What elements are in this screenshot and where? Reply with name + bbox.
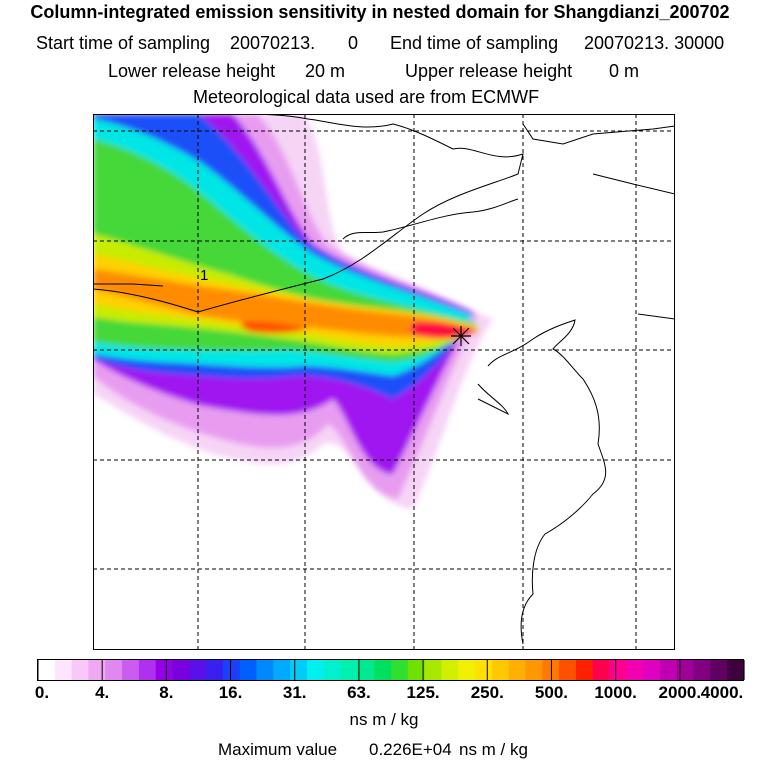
colorbar-cell bbox=[475, 660, 493, 680]
upper-release-label: Upper release height bbox=[405, 61, 573, 81]
end-time-value: 20070213. 30000 bbox=[584, 33, 725, 53]
colorbar-cell bbox=[71, 660, 90, 680]
colorbar-cell bbox=[575, 660, 594, 680]
colorbar-tick-label: 125. bbox=[406, 683, 440, 702]
colorbar-cell bbox=[441, 660, 459, 680]
max-value-number: 0.226E+04 bbox=[369, 740, 452, 759]
colorbar-cell bbox=[222, 660, 241, 680]
colorbar-tick-label: 8. bbox=[159, 683, 174, 702]
colorbar-cell bbox=[525, 660, 543, 680]
colorbar-tick-label: 63. bbox=[347, 683, 371, 702]
colorbar-cell bbox=[424, 660, 443, 680]
release-site-star-icon bbox=[451, 326, 471, 346]
upper-release-value: 0 m bbox=[609, 61, 640, 81]
colorbar-cell bbox=[676, 660, 695, 680]
emission-plume bbox=[93, 114, 493, 509]
colorbar-tick-label: 250. bbox=[470, 683, 504, 702]
colorbar bbox=[37, 659, 745, 681]
colorbar-tick-label: 0. bbox=[34, 683, 50, 702]
colorbar-tick-label: 4. bbox=[95, 683, 110, 702]
sensitivity-map: 1 bbox=[93, 114, 675, 650]
colorbar-cell bbox=[306, 660, 325, 680]
colorbar-cell bbox=[155, 660, 174, 680]
colorbar-cell bbox=[239, 660, 258, 680]
colorbar-cell bbox=[340, 660, 358, 680]
start-time-value: 20070213. bbox=[230, 33, 316, 53]
colorbar-tick-label: 1000. bbox=[594, 683, 637, 702]
max-value-units: ns m / kg bbox=[459, 740, 528, 759]
colorbar-cell bbox=[374, 660, 392, 680]
colorbar-cell bbox=[458, 660, 476, 680]
colorbar-tick-label: 16. bbox=[218, 683, 243, 702]
colorbar-cell bbox=[626, 660, 644, 680]
colorbar-tick-label: 31. bbox=[282, 683, 307, 702]
colorbar-cell bbox=[491, 660, 510, 680]
colorbar-cell bbox=[256, 660, 274, 680]
max-value-label: Maximum value bbox=[218, 740, 338, 759]
coastlines bbox=[93, 114, 675, 645]
lower-release-value: 20 m bbox=[305, 61, 346, 81]
colorbar-cell bbox=[206, 660, 224, 680]
start-time-label: Start time of sampling bbox=[36, 33, 211, 53]
colorbar-cell bbox=[122, 660, 140, 680]
colorbar-cell bbox=[508, 660, 527, 680]
colorbar-cell bbox=[643, 660, 661, 680]
colorbar-cell bbox=[105, 660, 123, 680]
colorbar-cell bbox=[273, 660, 291, 680]
met-data-note: Meteorological data used are from ECMWF bbox=[193, 87, 540, 107]
colorbar-tick-label: 2000. bbox=[658, 683, 702, 702]
colorbar-cell bbox=[357, 660, 375, 680]
map-frame bbox=[93, 114, 675, 650]
colorbar-cell bbox=[559, 660, 577, 680]
colorbar-cell bbox=[710, 660, 728, 680]
colorbar-tick-label: 4000. bbox=[700, 683, 744, 702]
colorbar-cell bbox=[290, 660, 308, 680]
colorbar-cell bbox=[609, 660, 627, 680]
figure-title: Column-integrated emission sensitivity i… bbox=[30, 2, 730, 22]
colorbar-cell bbox=[54, 660, 73, 680]
colorbar-cell bbox=[172, 660, 190, 680]
end-time-label: End time of sampling bbox=[390, 33, 559, 53]
colorbar-cell bbox=[391, 660, 409, 680]
colorbar-tick-label: 500. bbox=[534, 683, 568, 702]
colorbar-cell bbox=[727, 660, 745, 680]
colorbar-units: ns m / kg bbox=[349, 710, 419, 729]
start-time-hms: 0 bbox=[348, 33, 359, 53]
colorbar-cell bbox=[407, 660, 426, 680]
colorbar-cell bbox=[659, 660, 678, 680]
lower-release-label: Lower release height bbox=[108, 61, 276, 81]
colorbar-cell bbox=[138, 660, 157, 680]
colorbar-cell bbox=[189, 660, 207, 680]
colorbar-cell bbox=[88, 660, 106, 680]
graticule bbox=[93, 114, 675, 650]
marker-label: 1 bbox=[200, 267, 208, 284]
colorbar-cell bbox=[323, 660, 342, 680]
colorbar-cell bbox=[592, 660, 611, 680]
colorbar-cell bbox=[693, 660, 711, 680]
colorbar-cell bbox=[38, 660, 56, 680]
